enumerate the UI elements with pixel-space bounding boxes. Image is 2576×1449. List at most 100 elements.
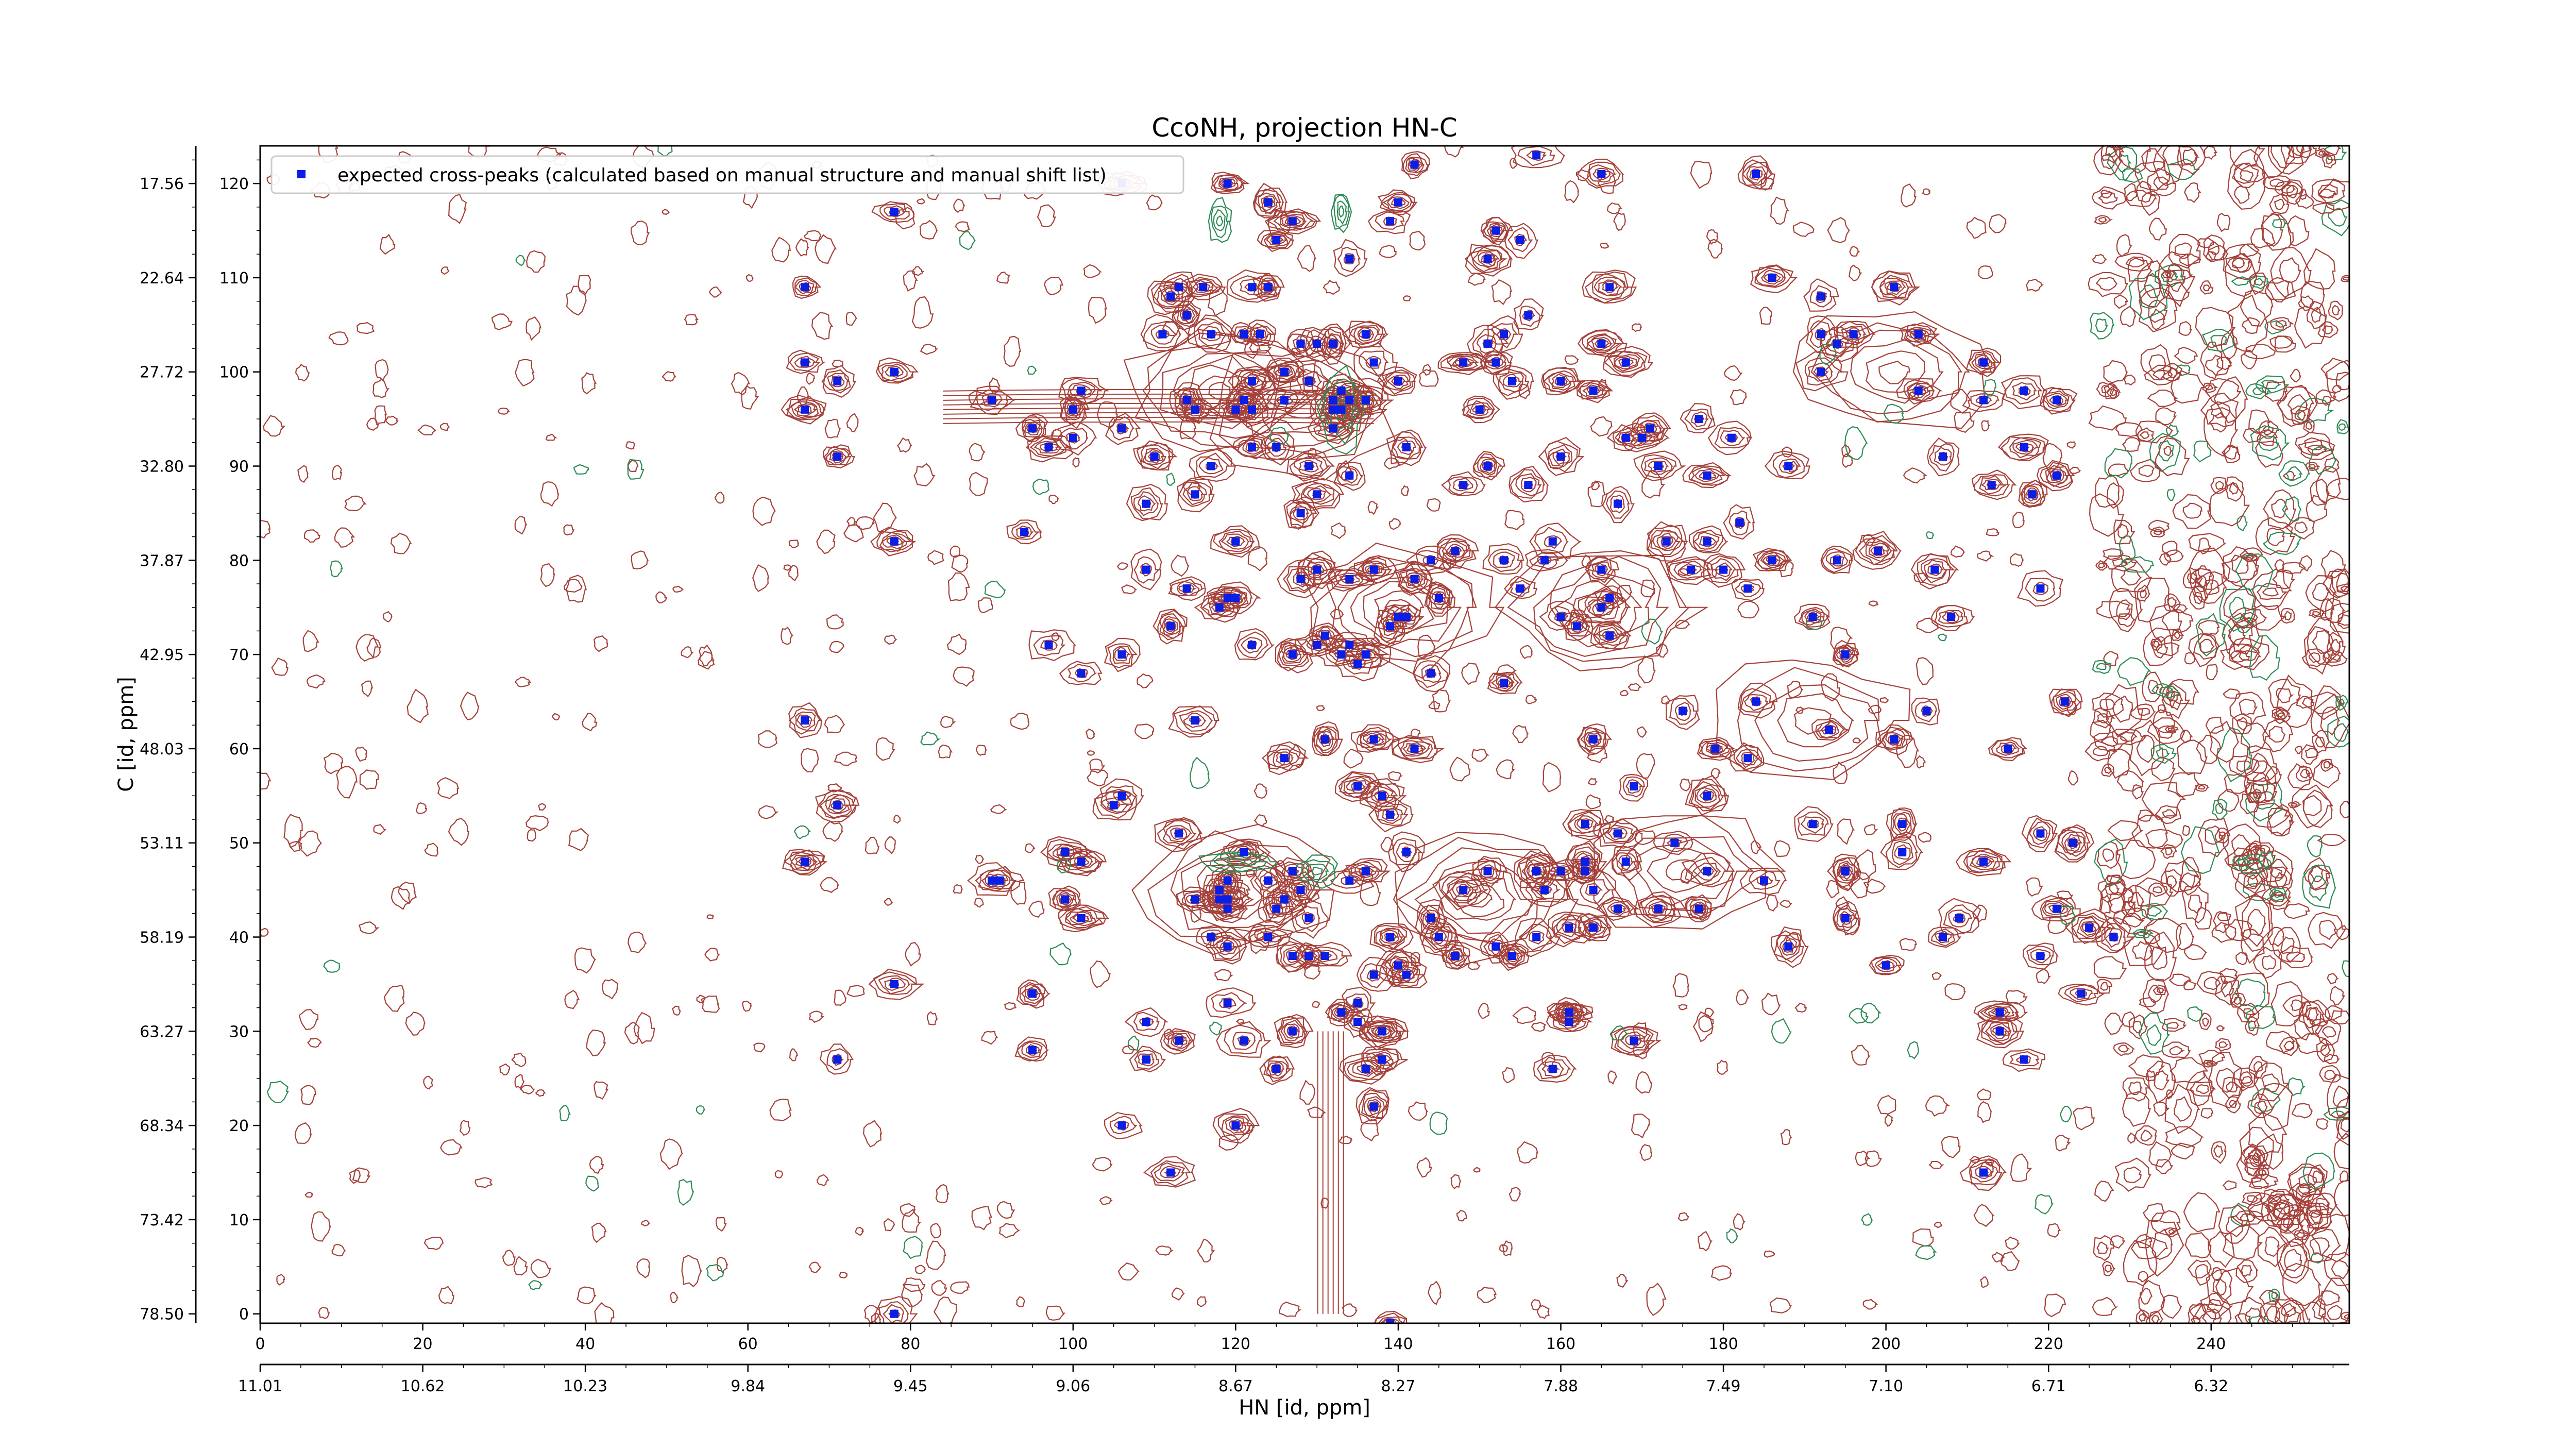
noise-contour	[2324, 457, 2340, 473]
noise-contour	[2164, 549, 2184, 562]
peak-contour	[1541, 366, 1582, 393]
peak-contour	[1391, 735, 1445, 763]
region-contour	[1134, 332, 1312, 448]
noise-contour	[1922, 188, 1930, 196]
peak-contour	[1357, 1064, 1376, 1075]
cross-peak-marker	[1492, 942, 1500, 951]
edge-noise-contour	[2268, 894, 2292, 911]
noise-contour	[1636, 753, 1656, 779]
peak-contour	[1567, 843, 1601, 879]
edge-noise-contour	[2265, 766, 2282, 785]
edge-noise-contour	[2264, 1236, 2280, 1257]
noise-contour	[1863, 878, 1887, 894]
peak-contour	[1988, 737, 2028, 762]
edge-noise-contour	[2300, 1200, 2314, 1207]
noise-contour	[2213, 911, 2230, 934]
region-contour	[1393, 832, 1579, 967]
peak-contour	[1445, 945, 1466, 967]
cross-peak-marker	[1434, 933, 1443, 941]
noise-contour	[816, 1174, 829, 1187]
cross-peak-marker	[1483, 867, 1492, 875]
peak-contour	[2042, 387, 2076, 412]
noise-contour	[1934, 1222, 1943, 1228]
peak-contour	[1996, 742, 2021, 756]
peak-contour	[1264, 433, 1292, 461]
edge-noise-contour	[2246, 1155, 2262, 1177]
edge-noise-contour	[2166, 264, 2186, 292]
noise-contour	[753, 1042, 766, 1053]
edge-noise-contour	[2298, 1000, 2325, 1029]
noise-contour	[2342, 960, 2349, 978]
peak-contour	[1130, 487, 1163, 519]
edge-noise-contour	[2166, 875, 2178, 889]
cross-peak-marker	[1320, 631, 1329, 640]
peak-contour	[1472, 451, 1505, 481]
edge-noise-contour	[2095, 560, 2108, 571]
peak-contour	[1273, 364, 1296, 381]
peak-contour	[1104, 1112, 1143, 1140]
peak-contour	[1517, 146, 1555, 166]
noise-contour	[953, 198, 965, 213]
noise-contour	[1980, 1276, 1989, 1288]
edge-noise-contour	[2333, 1133, 2349, 1170]
peak-contour	[1959, 1155, 2007, 1191]
peak-contour	[1331, 637, 1368, 653]
peak-contour	[2001, 375, 2047, 410]
noise-contour	[684, 314, 699, 326]
edge-noise-contour	[2229, 597, 2247, 620]
peak-contour	[1797, 811, 1829, 836]
peak-contour	[1826, 334, 1850, 355]
edge-noise-contour	[2114, 295, 2129, 309]
region-contour	[1301, 542, 1505, 679]
y-ppm-tick-label: 27.72	[140, 364, 184, 382]
noise-contour	[1679, 778, 1692, 791]
noise-contour	[1989, 214, 2007, 233]
noise-contour	[1766, 894, 1779, 912]
peak-contour	[1356, 956, 1396, 992]
peak-contour	[1262, 741, 1309, 776]
cross-peak-marker	[1061, 848, 1070, 856]
noise-contour	[1587, 480, 1608, 508]
noise-contour	[1951, 545, 1965, 558]
edge-noise-contour	[2128, 273, 2168, 321]
x-axis-label: HN [id, ppm]	[1239, 1396, 1370, 1420]
edge-noise-contour	[2174, 242, 2193, 259]
peak-contour	[792, 275, 822, 299]
region-contour	[1715, 659, 1911, 780]
noise-contour	[1730, 389, 1748, 406]
edge-noise-contour	[2327, 632, 2346, 662]
edge-noise-contour	[2153, 886, 2163, 894]
noise-contour	[2236, 515, 2248, 532]
peak-contour	[1640, 454, 1677, 479]
peak-contour	[1361, 1015, 1401, 1048]
peak-contour	[1445, 876, 1482, 904]
peak-contour	[1762, 554, 1782, 567]
noise-contour	[976, 745, 987, 756]
peak-contour	[1277, 1016, 1309, 1046]
cross-peak-marker	[1191, 895, 1199, 904]
peak-contour	[1396, 842, 1418, 863]
edge-noise-contour	[2325, 155, 2334, 165]
noise-contour	[1360, 880, 1381, 906]
cross-peak-marker	[2052, 904, 2061, 913]
noise-contour	[1706, 229, 1719, 245]
peak-contour	[1397, 440, 1416, 456]
noise-contour	[440, 266, 450, 275]
peak-contour	[1869, 954, 1905, 975]
edge-noise-contour	[2320, 706, 2341, 736]
noise-contour	[375, 359, 389, 381]
peak-contour	[1618, 854, 1635, 870]
peak-contour	[1326, 334, 1342, 353]
cross-peak-marker	[1630, 782, 1638, 791]
y-ppm-tick-label: 42.95	[140, 646, 184, 664]
peak-contour	[1040, 639, 1058, 651]
peak-contour	[1368, 797, 1414, 833]
peak-contour	[1773, 930, 1804, 963]
cross-peak-marker	[890, 207, 899, 216]
edge-noise-contour	[2153, 984, 2167, 996]
peak-contour	[796, 714, 813, 728]
peak-contour	[1346, 780, 1371, 794]
edge-noise-contour	[2244, 1155, 2261, 1177]
edge-noise-contour	[2312, 630, 2334, 654]
cross-peak-marker	[1890, 283, 1899, 292]
